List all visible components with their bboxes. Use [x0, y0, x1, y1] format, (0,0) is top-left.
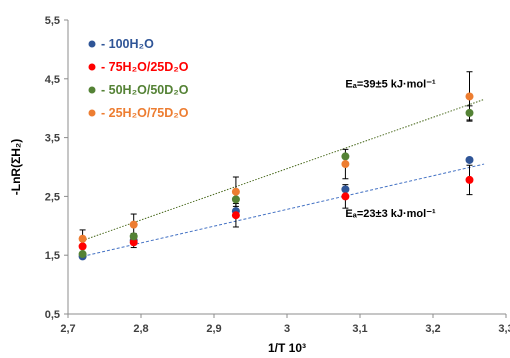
x-axis-title: 1/T 10³ [268, 341, 306, 355]
data-points [78, 92, 474, 261]
legend-label: - 75H₂O/25D₂O [101, 60, 189, 74]
y-tick-label: 4,5 [45, 74, 60, 86]
data-point [341, 185, 350, 194]
legend-label: - 25H₂O/75D₂O [101, 106, 189, 120]
data-point [129, 232, 138, 241]
data-point [231, 187, 240, 196]
data-point [78, 242, 87, 251]
x-tick-label: 3,1 [352, 323, 367, 335]
annotations: Eₐ=39±5 kJ·mol⁻¹ Eₐ=23±3 kJ·mol⁻¹ [345, 79, 436, 220]
legend-marker [88, 40, 96, 48]
y-tick-label: 2,5 [45, 191, 60, 203]
y-tick-label: 1,5 [45, 250, 60, 262]
legend-label: - 100H₂O [101, 37, 154, 51]
x-tick-label: 3,3 [498, 323, 510, 335]
data-point [231, 195, 240, 204]
legend-marker [88, 86, 96, 94]
data-point [129, 220, 138, 229]
activation-energy-label: Eₐ=39±5 kJ·mol⁻¹ [345, 79, 436, 91]
y-tick-label: 5,5 [45, 15, 60, 27]
trendline [82, 163, 485, 257]
data-point [465, 108, 474, 117]
legend-marker [88, 63, 96, 71]
legend-marker [88, 109, 96, 117]
x-tick-label: 2,7 [60, 323, 75, 335]
y-tick-label: 0,5 [45, 309, 60, 321]
data-point [465, 175, 474, 184]
error-bars [79, 71, 473, 249]
x-tick-label: 2,9 [206, 323, 221, 335]
data-point [341, 152, 350, 161]
data-point [78, 250, 87, 259]
y-tick-label: 3,5 [45, 133, 60, 145]
legend: - 100H₂O - 75H₂O/25D₂O - 50H₂O/50D₂O - 25H₂… [88, 37, 189, 120]
data-point [231, 211, 240, 220]
data-point [341, 160, 350, 169]
data-point [465, 92, 474, 101]
activation-energy-label: Eₐ=23±3 kJ·mol⁻¹ [345, 208, 436, 220]
legend-label: - 50H₂O/50D₂O [101, 83, 189, 97]
y-axis-title: -LnR(ΣH₂) [9, 139, 23, 196]
x-tick-label: 2,8 [133, 323, 148, 335]
data-point [341, 192, 350, 201]
data-point [129, 238, 138, 247]
data-point [465, 155, 474, 164]
trendlines [82, 98, 485, 257]
x-tick-label: 3,2 [425, 323, 440, 335]
trendline [82, 98, 485, 241]
data-point [78, 234, 87, 243]
x-tick-label: 3 [284, 323, 290, 335]
axes: 2,7 2,8 2,9 3 3,1 3,2 3,3 0,5 1,5 2,5 3,5 4,5 5,5 [45, 15, 510, 335]
